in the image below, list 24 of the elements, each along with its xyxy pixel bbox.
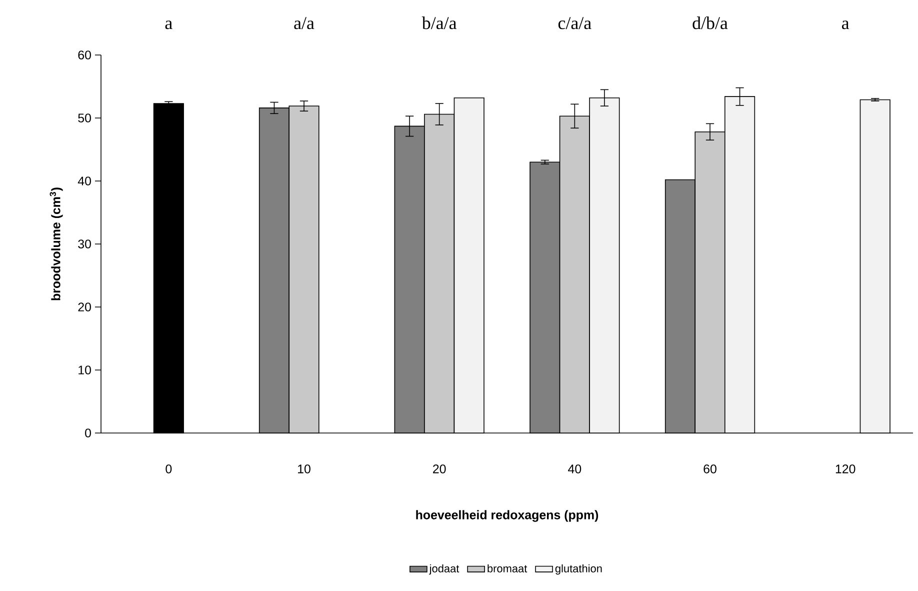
y-tick-label: 40 bbox=[78, 176, 91, 186]
text: a/a bbox=[294, 17, 314, 30]
y-tick-label: 50 bbox=[78, 114, 91, 122]
y-tick-label: 30 bbox=[78, 240, 91, 248]
y-tick-label: 20 bbox=[78, 302, 91, 312]
x-tick-label: 20 bbox=[433, 464, 446, 474]
y-tick-label: 10 bbox=[78, 366, 91, 374]
y-tick-label: 0 bbox=[85, 428, 91, 438]
legend-label: glutathion bbox=[555, 564, 602, 575]
x-tick-label: 0 bbox=[166, 464, 172, 474]
x-tick-label: 40 bbox=[568, 464, 582, 474]
y-axis-title: broodvolume (cm$^{3}$) bbox=[50, 188, 63, 300]
text: a bbox=[842, 20, 850, 30]
legend-label: jodaat bbox=[429, 564, 460, 575]
x-tick-label: 10 bbox=[298, 464, 310, 474]
x-tick-label: 120 bbox=[836, 464, 856, 474]
y-tick-label: 60 bbox=[78, 50, 91, 60]
text: b/a/a bbox=[422, 16, 457, 30]
text: d/b/a bbox=[692, 16, 728, 30]
legend-label: bromaat bbox=[488, 564, 528, 572]
x-axis-title: hoeveelheid redoxagens (ppm) bbox=[416, 510, 598, 522]
x-tick-label: 60 bbox=[704, 464, 716, 474]
text: a bbox=[165, 20, 172, 30]
text: c/a/a bbox=[558, 17, 592, 30]
